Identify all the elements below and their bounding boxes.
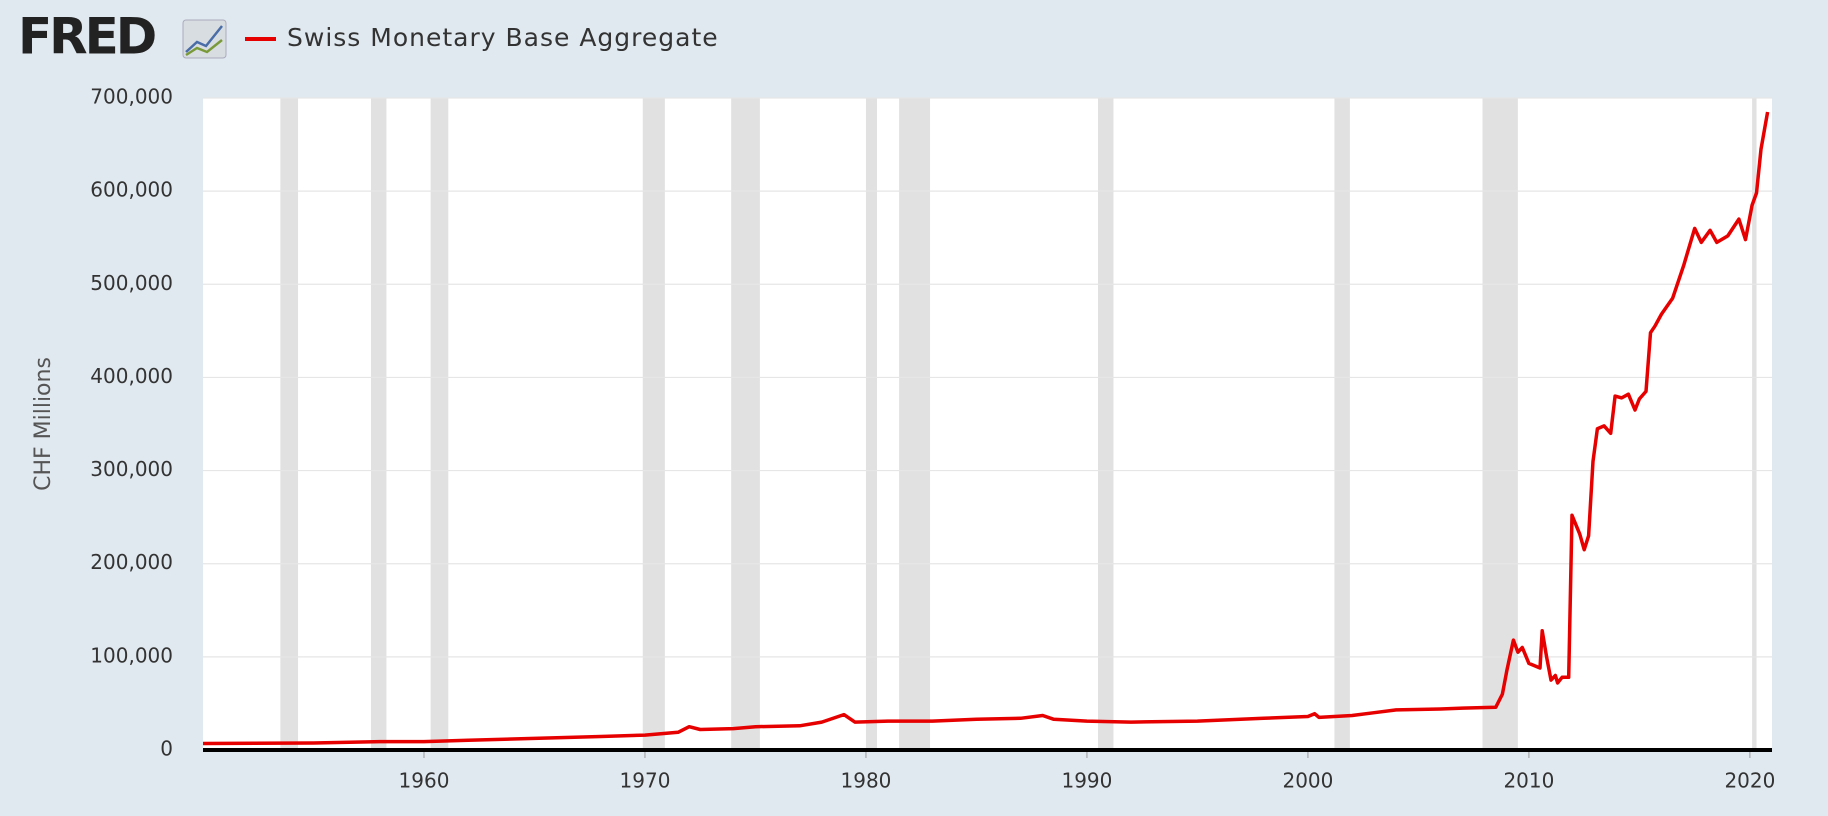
y-axis-label: CHF Millions bbox=[31, 357, 56, 491]
y-tick-label: 700,000 bbox=[90, 85, 173, 109]
data-line bbox=[202, 111, 1770, 746]
recession-band bbox=[430, 98, 449, 750]
x-tick-label: 2010 bbox=[1503, 769, 1554, 793]
x-tick-label: 2000 bbox=[1282, 769, 1333, 793]
recession-band bbox=[642, 98, 665, 750]
x-tick-label: 1970 bbox=[620, 769, 671, 793]
recession-band bbox=[1334, 98, 1350, 750]
recession-band bbox=[1097, 98, 1114, 750]
y-tick-label: 100,000 bbox=[90, 643, 173, 667]
y-tick-label: 0 bbox=[160, 737, 173, 761]
logo[interactable]: FRED bbox=[18, 8, 158, 66]
recession-band bbox=[280, 98, 299, 750]
x-tick-label: 1980 bbox=[841, 769, 892, 793]
logo-icon bbox=[182, 19, 227, 59]
recession-band bbox=[370, 98, 387, 750]
x-tick-label: 1990 bbox=[1061, 769, 1112, 793]
y-tick-label: 500,000 bbox=[90, 271, 173, 295]
y-tick-label: 600,000 bbox=[90, 178, 173, 202]
recession-band bbox=[1752, 98, 1757, 750]
x-tick-label: 2020 bbox=[1724, 769, 1775, 793]
recession-band bbox=[865, 98, 878, 750]
legend-label: Swiss Monetary Base Aggregate bbox=[287, 23, 719, 52]
y-tick-label: 400,000 bbox=[90, 364, 173, 388]
x-tick-label: 1960 bbox=[399, 769, 450, 793]
recession-band bbox=[731, 98, 760, 750]
y-tick-label: 300,000 bbox=[90, 457, 173, 481]
recession-band bbox=[899, 98, 931, 750]
y-tick-label: 200,000 bbox=[90, 550, 173, 574]
